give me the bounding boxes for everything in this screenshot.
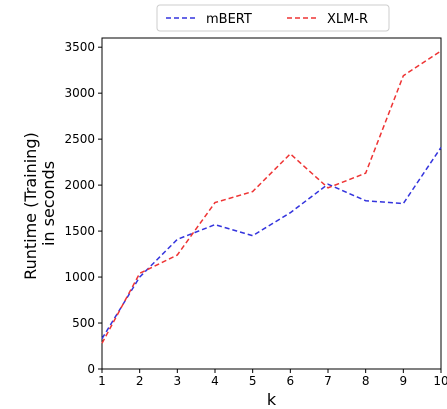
x-tick-label: 7	[324, 374, 332, 388]
x-tick-label: 5	[249, 374, 257, 388]
y-axis-label-line-1: Runtime (Training)	[21, 132, 40, 280]
y-tick-label: 2500	[64, 132, 95, 146]
y-tick-label: 1500	[64, 224, 95, 238]
x-tick-label: 2	[136, 374, 144, 388]
legend-label-mbert: mBERT	[206, 12, 252, 27]
plot-area-frame	[101, 37, 442, 370]
x-tick-label: 3	[174, 374, 182, 388]
y-axis-label: Runtime (Training) in seconds	[21, 127, 58, 280]
legend-label-xlmr: XLM-R	[327, 12, 368, 27]
y-tick-label: 1000	[64, 270, 95, 284]
y-tick-label: 500	[72, 316, 95, 330]
y-axis-label-line-2: in seconds	[39, 161, 58, 246]
x-tick-label: 1	[98, 374, 106, 388]
x-axis-label: k	[267, 390, 277, 409]
y-tick-label: 3500	[64, 40, 95, 54]
tick-group: 1 2 3 4 5 6 7 8 9 10 0 500 1000 1500 2000 2500 3000 3500	[64, 40, 447, 388]
x-tick-label: 4	[211, 374, 219, 388]
x-tick-label: 9	[400, 374, 408, 388]
y-tick-label: 3000	[64, 86, 95, 100]
y-tick-label: 2000	[64, 178, 95, 192]
series-line-xlmr	[101, 50, 442, 344]
series-lines	[101, 50, 442, 344]
x-tick-label: 6	[287, 374, 295, 388]
x-tick-label: 10	[433, 374, 447, 388]
legend-box	[156, 4, 390, 32]
series-line-mbert	[101, 146, 442, 340]
y-tick-label: 0	[87, 362, 95, 376]
svg-text:Runtime (Training) in se: Runtime (Training) in seconds	[21, 127, 58, 280]
x-tick-label: 8	[362, 374, 370, 388]
legend: mBERT XLM-R	[156, 4, 390, 32]
